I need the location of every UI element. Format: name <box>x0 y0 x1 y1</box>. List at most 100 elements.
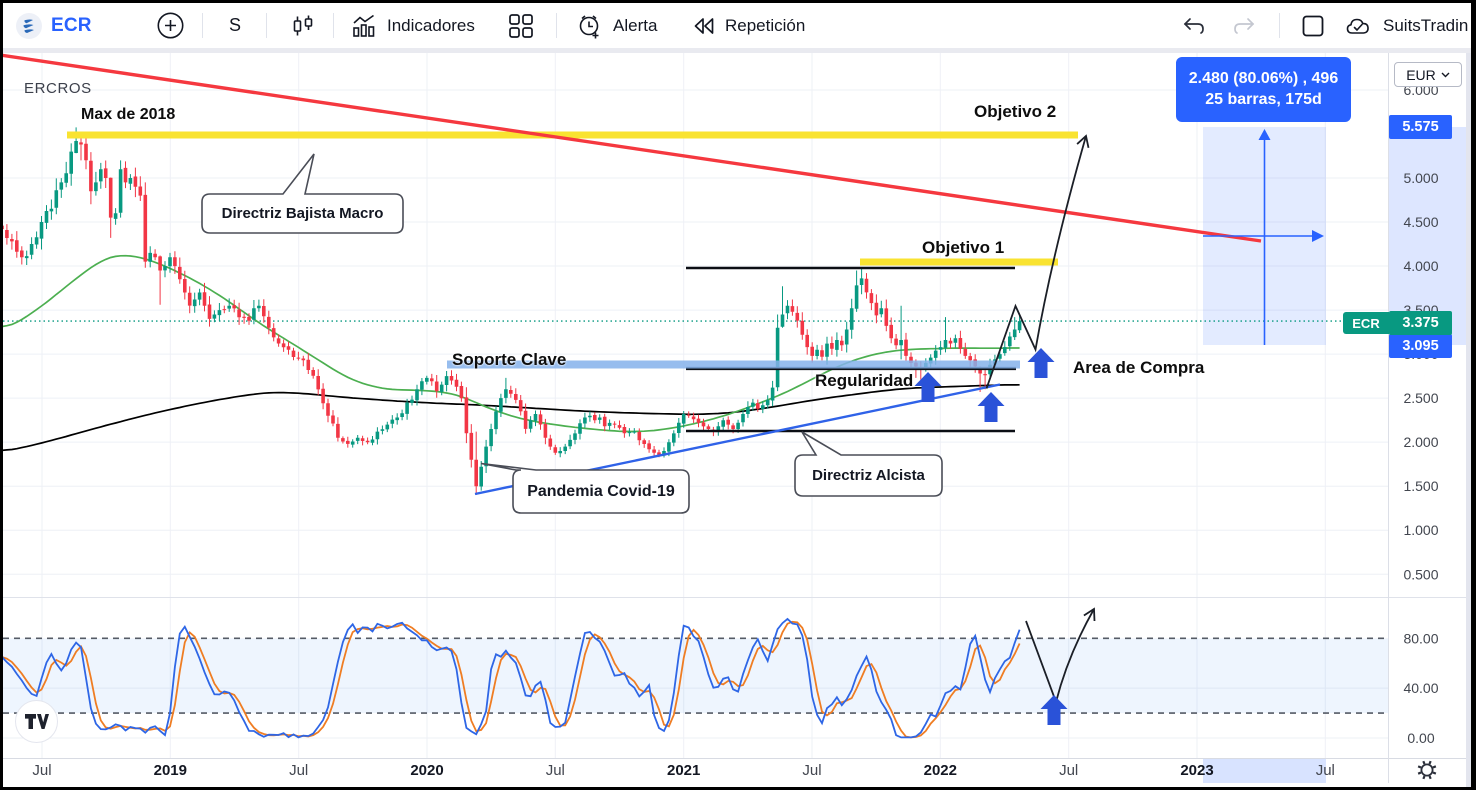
interval-button[interactable]: S <box>229 3 241 48</box>
gear-circle <box>1420 763 1434 777</box>
indicators-button[interactable]: Indicadores <box>351 3 475 48</box>
chevron-down-icon <box>1441 72 1450 77</box>
soporte-clave-label[interactable]: Soporte Clave <box>452 350 567 370</box>
measure-up-arrowhead <box>1258 129 1271 140</box>
time-axis-label: Jul <box>1059 762 1078 779</box>
time-axis-label: Jul <box>1316 762 1335 779</box>
time-axis-label: 2020 <box>410 762 443 779</box>
time-axis-label: 2019 <box>154 762 187 779</box>
toolbar-divider <box>3 48 1471 53</box>
layout-grid-button[interactable] <box>506 3 536 48</box>
time-axis-label: 2022 <box>924 762 957 779</box>
undo-button[interactable] <box>1181 3 1207 48</box>
price-scale-label: 2.500 <box>1403 390 1438 406</box>
fullscreen-button[interactable] <box>1299 3 1327 48</box>
stoch-projection-arrowhead <box>1083 607 1096 622</box>
toolbar-separator <box>556 13 557 38</box>
icon-shape <box>522 13 533 25</box>
time-axis-label: Jul <box>289 762 308 779</box>
icon-shape <box>353 14 374 24</box>
top-toolbar: ECR S Indicadores Alerta <box>3 3 1471 48</box>
measure-low-badge: 3.095 <box>1389 334 1452 358</box>
price-scale-label: 4.500 <box>1403 214 1438 230</box>
ercros-logo-icon <box>16 12 42 39</box>
tradingview-logo[interactable] <box>15 700 58 743</box>
icon-shape <box>694 17 704 34</box>
redo-button[interactable] <box>1231 3 1257 48</box>
macro-downtrend-line[interactable] <box>3 53 1262 243</box>
replay-label: Repetición <box>725 15 806 35</box>
time-axis-label: 2023 <box>1180 762 1213 779</box>
grid-icon <box>509 13 533 38</box>
objetivo-2-label[interactable]: Objetivo 2 <box>974 102 1057 122</box>
callout-directriz-bajista[interactable] <box>201 153 404 234</box>
compare-add-button[interactable] <box>157 3 184 48</box>
price-projection-arrowhead <box>1076 134 1090 148</box>
callout-directriz-alcista-text[interactable]: Directriz Alcista <box>812 467 925 484</box>
plus-circle-icon <box>157 12 184 39</box>
icon-shape <box>1183 17 1191 30</box>
toolbar-separator <box>266 13 267 38</box>
icon-shape <box>304 17 313 27</box>
icon-shape <box>579 16 599 35</box>
icon-shape <box>24 28 34 33</box>
currency-label: EUR <box>1406 66 1436 83</box>
alert-label: Alerta <box>613 15 658 35</box>
icon-shape <box>1234 22 1254 34</box>
fullscreen-icon <box>1302 15 1324 36</box>
icon-shape <box>353 26 360 37</box>
sma-slow-line <box>3 383 1020 452</box>
price-scale-label: 0.500 <box>1403 566 1438 582</box>
buy-arrow-3[interactable] <box>1027 348 1055 378</box>
callout-directriz-bajista-text[interactable]: Directriz Bajista Macro <box>221 205 384 222</box>
callout-directriz-alcista[interactable] <box>794 431 943 497</box>
area-de-compra-label[interactable]: Area de Compra <box>1073 358 1205 378</box>
currency-dropdown[interactable]: EUR <box>1394 62 1462 87</box>
measure-tooltip: 2.480 (80.06%) , 496 25 barras, 175d <box>1176 57 1351 122</box>
symbol-watermark: ERCROS <box>24 80 92 97</box>
icon-shape <box>592 32 599 38</box>
settings-gear-icon[interactable] <box>1417 760 1437 780</box>
indicators-label: Indicadores <box>387 15 475 35</box>
price-scale-label: 1.000 <box>1403 522 1438 538</box>
tradingview-logo-icon <box>25 714 49 729</box>
last-price-symbol-tag: ECR <box>1343 312 1389 334</box>
callout-pandemia-text[interactable]: Pandemia Covid-19 <box>527 482 675 500</box>
measure-high-badge: 5.575 <box>1389 115 1452 139</box>
symbol-name: ECR <box>51 14 92 36</box>
icon-shape <box>157 12 184 39</box>
icon-shape <box>1353 23 1363 31</box>
indicators-icon <box>353 14 375 37</box>
objetivo-1-label[interactable]: Objetivo 1 <box>922 238 1005 258</box>
chart-style-button[interactable] <box>291 3 315 48</box>
alert-button[interactable]: Alerta <box>575 3 657 48</box>
icon-shape <box>23 23 34 28</box>
price-projection[interactable] <box>985 135 1087 389</box>
replay-rewind-icon <box>694 17 714 34</box>
icon-shape <box>1346 18 1369 34</box>
replay-button[interactable]: Repetición <box>691 3 805 48</box>
time-axis-label: Jul <box>802 762 821 779</box>
icon-shape <box>360 23 367 37</box>
indicator-scale-label: 80.00 <box>1403 630 1438 646</box>
indicator-scale-label: 40.00 <box>1403 680 1438 696</box>
candlestick-icon <box>293 15 313 35</box>
indicator-scale-label: 0.00 <box>1407 730 1434 746</box>
last-price-badge: 3.375 <box>1389 311 1452 335</box>
callout-pandemia[interactable] <box>480 462 690 514</box>
account-button[interactable]: SuitsTradin <box>1344 3 1468 48</box>
icon-shape <box>293 19 302 32</box>
buy-arrow-1[interactable] <box>914 372 942 402</box>
chart-canvas[interactable]: Jul 2019 Jul 2020 Jul 2021 Jul 2022 Jul 2023 Jul6.… <box>3 53 1466 783</box>
icon-shape <box>24 18 33 23</box>
stoch-arrow[interactable] <box>1040 695 1068 725</box>
measure-right-arrowhead <box>1312 230 1324 242</box>
icon-shape <box>1247 17 1255 30</box>
symbol-button[interactable]: ECR <box>16 3 92 48</box>
icon-shape <box>25 714 36 729</box>
max-2018-label[interactable]: Max de 2018 <box>81 106 176 124</box>
alert-clock-icon <box>579 14 599 38</box>
buy-arrow-2[interactable] <box>977 392 1005 422</box>
regularidad-label[interactable]: Regularidad <box>815 371 914 391</box>
